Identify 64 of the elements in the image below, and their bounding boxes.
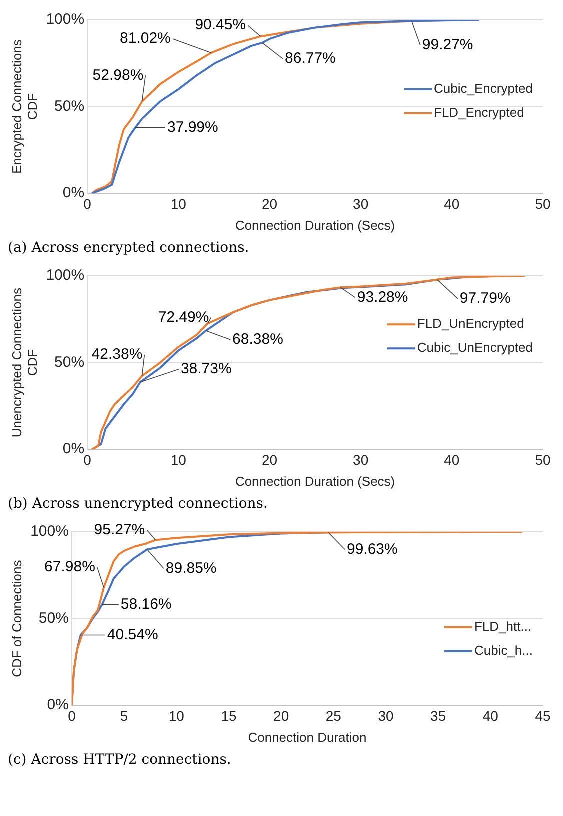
x-tick-label: 10 — [170, 452, 187, 468]
legend-label: Cubic_UnEncrypted — [417, 340, 534, 356]
y-tick-label: 100% — [46, 11, 85, 28]
x-tick-label: 10 — [168, 708, 185, 724]
y-axis-title: Unencrypted Connections CDF — [9, 288, 40, 438]
y-tick-label: 50% — [54, 98, 85, 115]
annotation: 42.38% — [92, 346, 143, 364]
x-axis-title: Connection Duration (Secs) — [235, 474, 396, 489]
text: (a) Across encrypted connections. — [8, 239, 250, 258]
annotation: 67.98% — [44, 558, 96, 576]
annotation: 52.98% — [92, 66, 144, 84]
x-tick-label: 50 — [535, 196, 551, 212]
x-tick-label: 0 — [84, 196, 92, 212]
annotation: 37.99% — [167, 118, 218, 136]
x-tick-label: 20 — [262, 196, 278, 212]
x-tick-label: 40 — [444, 196, 460, 212]
annotation: 40.54% — [107, 626, 158, 644]
annotation: 99.27% — [422, 36, 474, 54]
x-tick-label: 0 — [68, 708, 76, 724]
x-tick-label: 30 — [353, 196, 369, 212]
annotation: 81.02% — [120, 30, 171, 48]
x-axis-title: Connection Duration (Secs) — [235, 218, 396, 233]
annotation: 95.27% — [94, 521, 146, 538]
x-tick-label: 25 — [326, 708, 342, 724]
annotation: 58.16% — [120, 596, 172, 613]
y-tick-label: 50% — [38, 610, 69, 627]
annotation: 93.28% — [357, 288, 408, 306]
annotation: 38.73% — [180, 360, 232, 378]
y-tick-label: 0% — [62, 440, 85, 458]
x-tick-label: 15 — [221, 708, 237, 724]
y-tick-label: 100% — [46, 267, 85, 284]
x-tick-label: 30 — [353, 452, 369, 468]
x-tick-label: 20 — [274, 708, 290, 724]
annotation: 97.79% — [460, 290, 511, 307]
x-tick-label: 10 — [170, 196, 187, 212]
y-tick-label: 50% — [54, 354, 85, 371]
x-tick-label: 40 — [482, 708, 499, 724]
annotation: 90.45% — [195, 16, 246, 34]
annotation: 99.63% — [346, 540, 398, 558]
y-tick-label: 0% — [47, 696, 69, 714]
annotation: 86.77% — [285, 50, 336, 68]
y-tick-label: 100% — [30, 523, 69, 540]
x-tick-label: 5 — [120, 708, 128, 724]
legend-label: FLD_UnEncrypted — [417, 316, 524, 332]
x-axis-title: Connection Duration — [248, 730, 367, 745]
x-tick-label: 45 — [535, 708, 551, 724]
y-axis-title: CDF of Connections — [9, 560, 24, 678]
x-tick-label: 30 — [378, 708, 394, 724]
annotation: 68.38% — [232, 331, 284, 348]
x-tick-label: 35 — [430, 708, 446, 724]
x-tick-label: 50 — [535, 452, 551, 468]
text: (c) Across HTTP/2 connections. — [8, 751, 232, 770]
x-tick-label: 20 — [262, 452, 278, 468]
legend-label: Cubic_h... — [474, 643, 534, 658]
annotation: 89.85% — [166, 560, 217, 577]
x-tick-label: 40 — [444, 452, 460, 468]
text: (b) Across unencrypted connections. — [8, 495, 269, 514]
legend-label: FLD_Encrypted — [434, 105, 524, 120]
y-axis-title: Encrypted Connections CDF — [9, 39, 40, 174]
x-tick-label: 0 — [84, 452, 92, 468]
legend-label: Cubic_Encrypted — [434, 81, 533, 96]
legend-label: FLD_htt... — [474, 619, 532, 634]
annotation: 72.49% — [158, 308, 210, 326]
y-tick-label: 0% — [62, 184, 85, 202]
